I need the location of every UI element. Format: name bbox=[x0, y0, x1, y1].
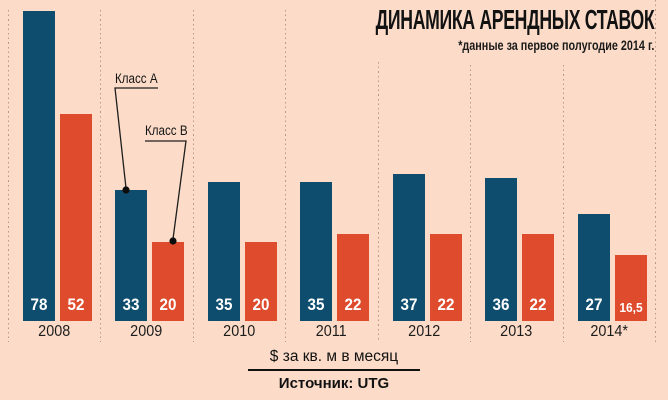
grid-line bbox=[470, 65, 471, 342]
legend-label-class-a: Класс А bbox=[115, 71, 158, 86]
bar-class-b-2009: 20 bbox=[152, 242, 185, 321]
bar-class-a-2009: 33 bbox=[115, 190, 148, 321]
category-label-2012: 2012 bbox=[407, 323, 440, 340]
legend-label-class-b: Класс В bbox=[145, 123, 188, 138]
bar-value-label: 36 bbox=[492, 296, 510, 314]
chart-title: ДИНАМИКА АРЕНДНЫХ СТАВОК bbox=[375, 4, 654, 35]
bar-class-a-2012: 37 bbox=[392, 174, 425, 321]
bar-class-a-2013: 36 bbox=[485, 178, 518, 321]
source-label: Источник: UTG bbox=[278, 375, 390, 392]
grid-line bbox=[378, 62, 379, 342]
category-label-2014: 2014* bbox=[589, 323, 628, 340]
bar-class-b-2008: 52 bbox=[60, 114, 92, 321]
bar-class-b-2011: 22 bbox=[337, 234, 370, 321]
bar-group-2009: 33 20 2009 bbox=[100, 0, 192, 400]
bar-group-2013: 36 22 2013 bbox=[470, 0, 562, 400]
bar-class-b-2012: 22 bbox=[429, 234, 462, 321]
bar-group-2011: 35 22 2011 bbox=[285, 0, 377, 400]
grid-line bbox=[655, 0, 656, 342]
bar-class-b-2013: 22 bbox=[522, 234, 555, 321]
bar-class-b-2010: 20 bbox=[244, 242, 277, 321]
bar-class-b-2014: 16,5 bbox=[614, 255, 647, 321]
bar-class-a-2010: 35 bbox=[207, 182, 240, 321]
bar-value-label: 22 bbox=[437, 296, 455, 314]
bar-group-2014: 27 16,5 2014* bbox=[563, 0, 655, 400]
bar-group-2008: 78 52 2008 bbox=[8, 0, 100, 400]
grid-line bbox=[100, 10, 101, 342]
grid-line bbox=[8, 10, 9, 342]
grid-line bbox=[563, 65, 564, 342]
unit-label: $ за кв. м в месяц bbox=[269, 348, 399, 365]
bar-value-label: 16,5 bbox=[618, 300, 643, 315]
bar-value-label: 27 bbox=[585, 296, 603, 314]
footer-divider bbox=[248, 369, 420, 371]
bar-value-label: 33 bbox=[122, 296, 140, 314]
bar-value-label: 35 bbox=[215, 296, 233, 314]
category-label-2013: 2013 bbox=[500, 323, 533, 340]
grid-line bbox=[193, 10, 194, 342]
bar-value-label: 78 bbox=[30, 296, 48, 314]
chart-header: ДИНАМИКА АРЕНДНЫХ СТАВОК *данные за перв… bbox=[212, 4, 654, 54]
bar-class-a-2011: 35 bbox=[300, 182, 333, 321]
bar-group-2012: 37 22 2012 bbox=[378, 0, 470, 400]
bar-value-label: 37 bbox=[400, 296, 418, 314]
grid-line bbox=[285, 10, 286, 342]
bar-value-label: 35 bbox=[307, 296, 325, 314]
bar-value-label: 20 bbox=[252, 296, 270, 314]
bar-class-a-2008: 78 bbox=[23, 11, 55, 321]
bar-value-label: 22 bbox=[529, 296, 547, 314]
bar-class-a-2014: 27 bbox=[577, 214, 610, 321]
bar-value-label: 20 bbox=[159, 296, 177, 314]
chart-subtitle: *данные за первое полугодие 2014 г. bbox=[457, 38, 654, 53]
bar-group-2010: 35 20 2010 bbox=[193, 0, 285, 400]
category-label-2010: 2010 bbox=[223, 323, 256, 340]
category-label-2008: 2008 bbox=[38, 323, 71, 340]
category-label-2011: 2011 bbox=[316, 323, 347, 340]
chart-footer: $ за кв. м в месяц Источник: UTG bbox=[248, 348, 420, 392]
bar-value-label: 52 bbox=[67, 296, 85, 314]
bar-value-label: 22 bbox=[344, 296, 362, 314]
category-label-2009: 2009 bbox=[130, 323, 163, 340]
